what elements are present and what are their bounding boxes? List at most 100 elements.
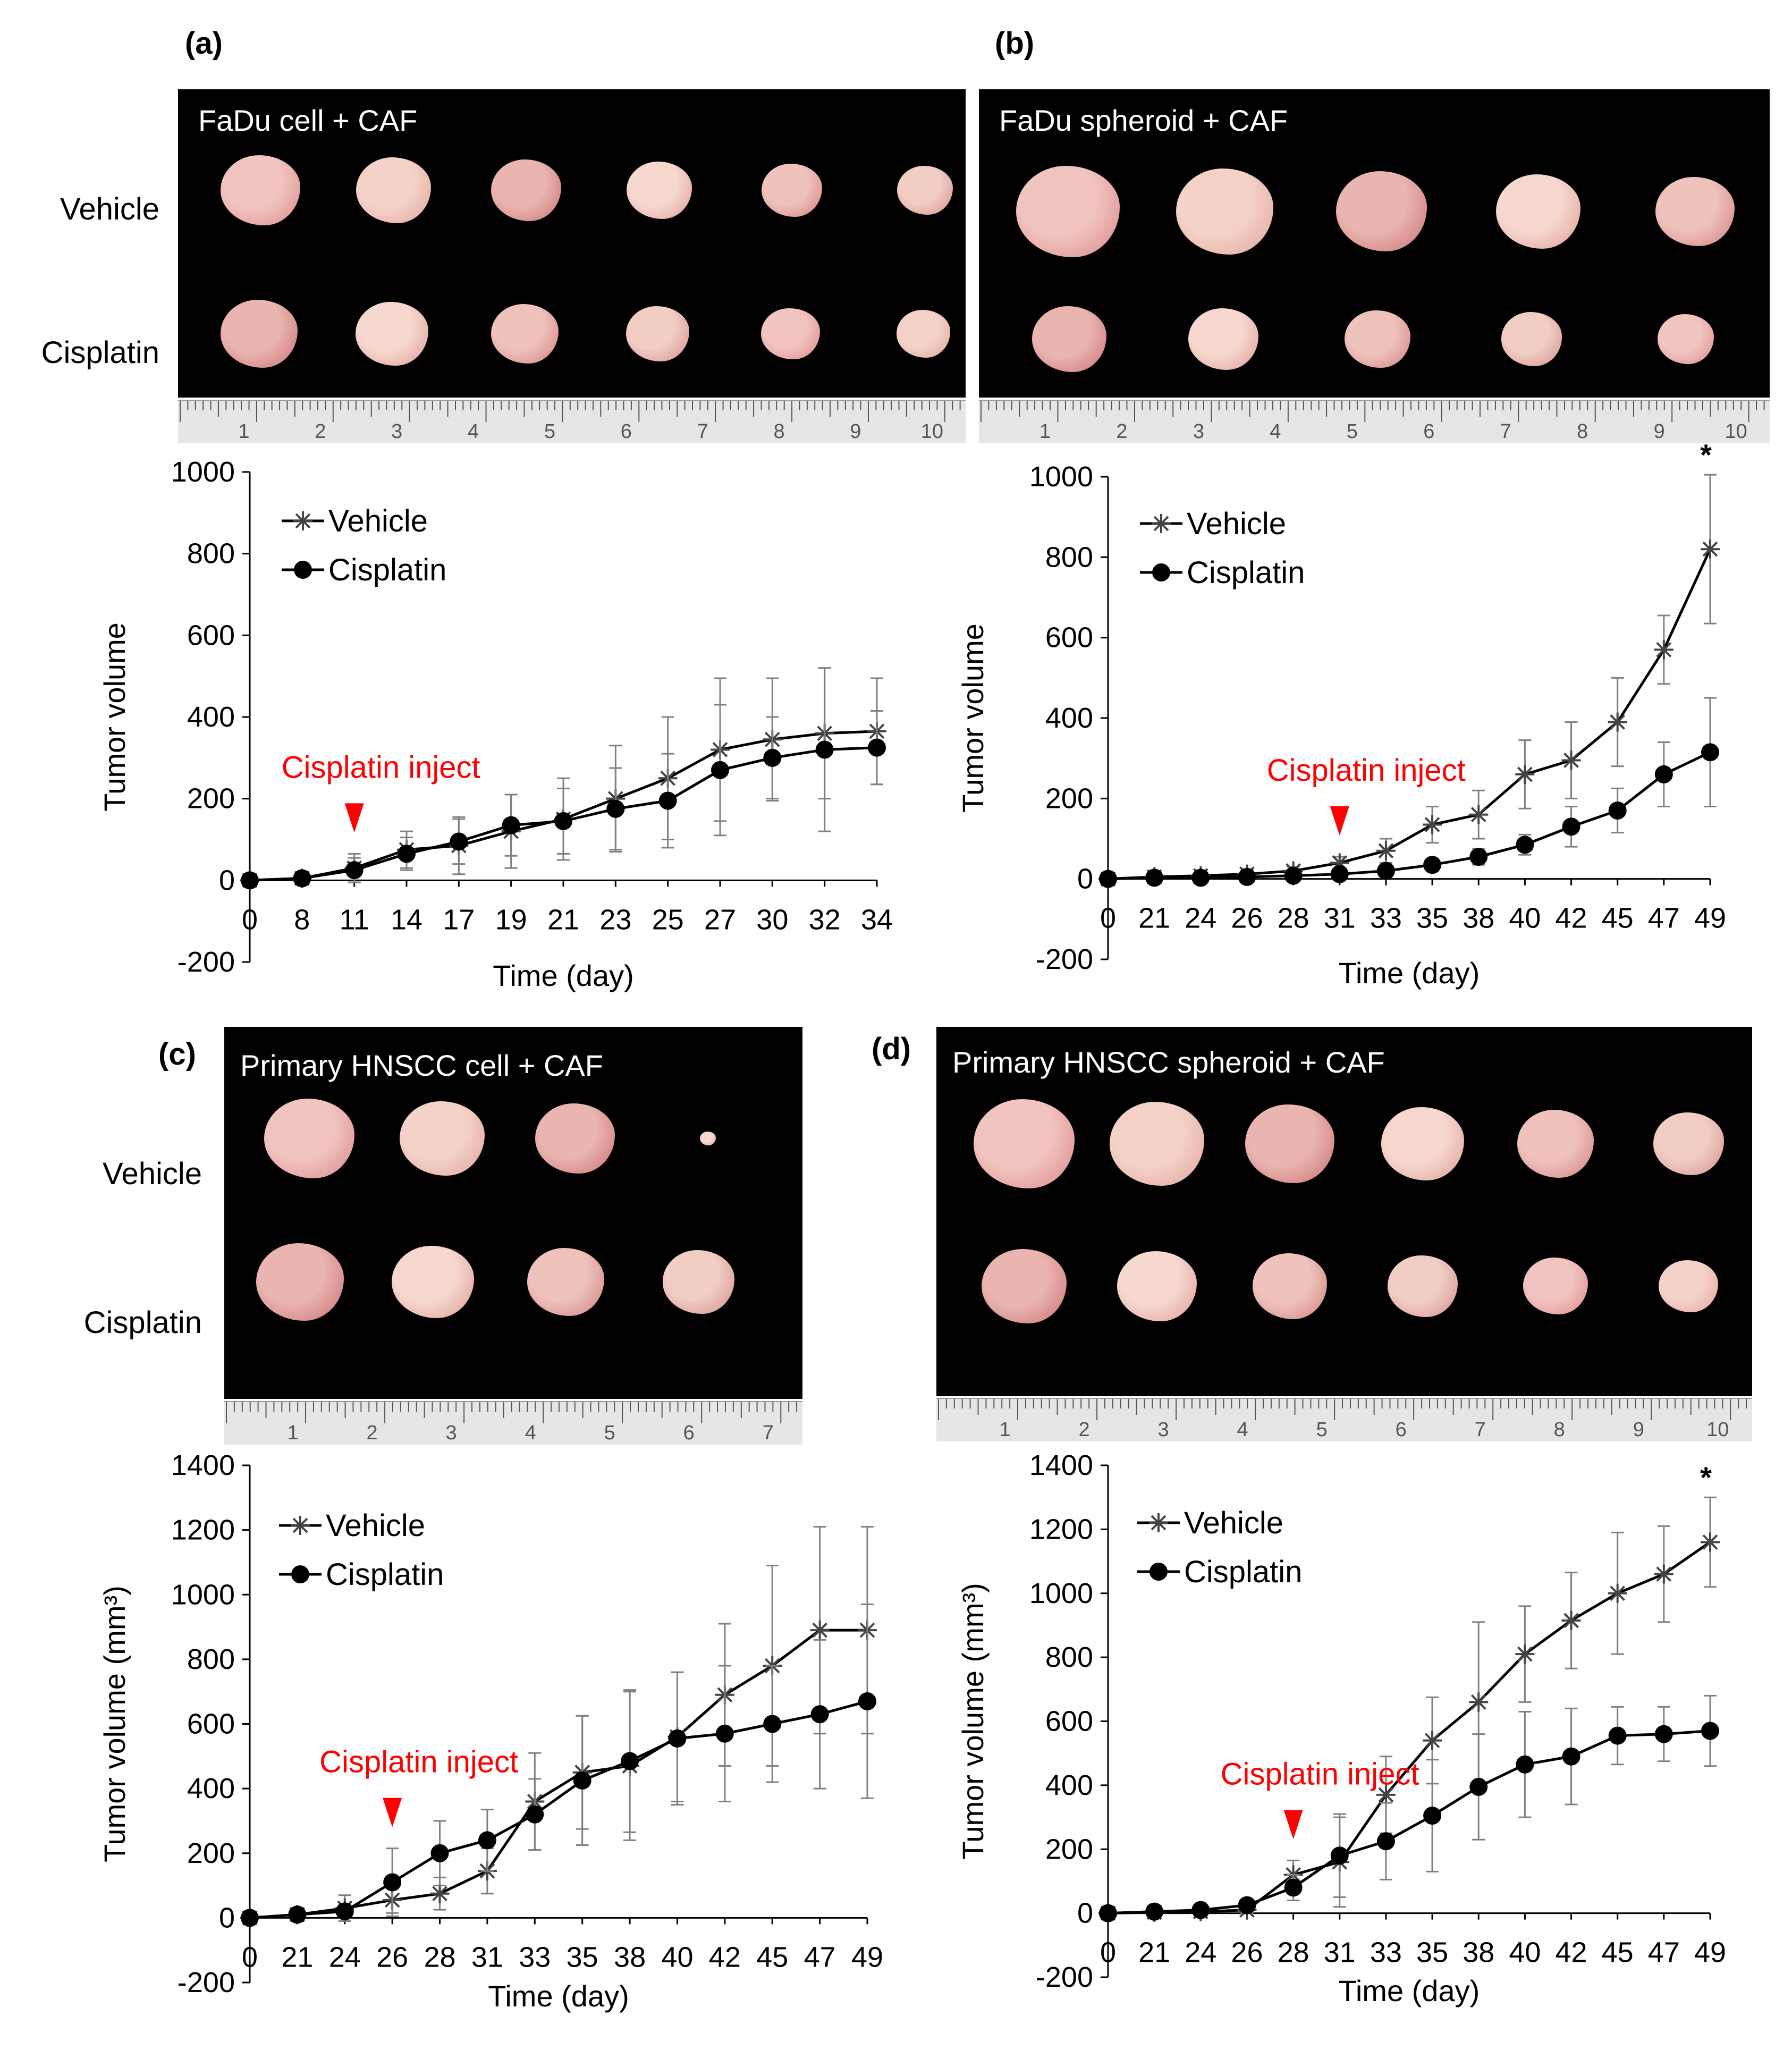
inject-label: Cisplatin inject — [1221, 1757, 1419, 1791]
point-vehicle — [1423, 1731, 1442, 1750]
point-cisplatin — [1423, 856, 1442, 874]
point-cisplatin — [658, 791, 677, 810]
inject-arrow — [1283, 1810, 1303, 1840]
x-tick-label: 26 — [1231, 1937, 1263, 1969]
point-cisplatin — [810, 1705, 829, 1724]
point-cisplatin — [383, 1873, 402, 1892]
inject-label: Cisplatin inject — [1267, 753, 1466, 788]
x-tick-label: 35 — [1416, 1937, 1448, 1969]
x-tick-label: 30 — [756, 904, 788, 935]
point-cisplatin — [345, 861, 364, 880]
legend-marker-circle — [1152, 563, 1170, 581]
photo-title-d: Primary HNSCC spheroid + CAF — [952, 1045, 1385, 1079]
point-cisplatin — [1145, 868, 1164, 887]
x-tick-label: 40 — [1509, 902, 1541, 934]
ruler-number: 10 — [1725, 420, 1747, 443]
y-tick-label: 800 — [1045, 1641, 1093, 1673]
ruler-number: 3 — [1193, 420, 1204, 443]
ruler-ticks: 1 2 3 4 5 6 7 — [226, 1402, 798, 1444]
tumor-sample — [662, 1250, 735, 1314]
y-tick-label: -200 — [1036, 943, 1093, 975]
point-vehicle — [1608, 712, 1627, 732]
y-tick-label: 1200 — [1029, 1513, 1093, 1545]
point-cisplatin — [763, 748, 782, 767]
ruler-number: 1 — [1039, 420, 1051, 443]
ruler-number: 6 — [621, 420, 632, 443]
panel-label-d: (d) — [872, 1032, 911, 1066]
point-vehicle — [1561, 1610, 1581, 1630]
tumor-sample — [761, 308, 820, 360]
y-tick-label: 1400 — [171, 1449, 235, 1481]
tumor-sample — [356, 157, 431, 224]
ruler-number: 10 — [921, 420, 943, 443]
y-tick-label: 800 — [1045, 541, 1093, 573]
ruler-d: 1 2 3 4 5 6 7 8 9 10 — [936, 1398, 1752, 1441]
y-tick-label: 400 — [187, 701, 235, 733]
ruler-number: 7 — [1475, 1419, 1486, 1441]
y-axis-title: Tumor volume (mm³) — [956, 1583, 990, 1860]
point-cisplatin — [502, 816, 520, 834]
ruler-number: 4 — [1237, 1419, 1248, 1441]
legend-label: Cisplatin — [326, 1557, 444, 1592]
ruler-number: 6 — [1396, 1419, 1407, 1441]
point-cisplatin — [1423, 1807, 1442, 1825]
tumor-sample — [1501, 312, 1562, 366]
x-tick-label: 25 — [652, 904, 684, 935]
x-tick-label: 8 — [294, 904, 310, 935]
ruler-number: 2 — [1116, 420, 1127, 443]
point-vehicle — [1376, 1785, 1396, 1804]
x-tick-label: 21 — [1138, 902, 1170, 934]
legend-label: Vehicle — [326, 1508, 425, 1543]
point-cisplatin — [1516, 836, 1534, 854]
tumor-sample — [1657, 314, 1714, 364]
point-cisplatin — [868, 738, 886, 757]
x-tick-label: 0 — [1100, 1937, 1116, 1969]
inject-arrow — [344, 803, 364, 833]
point-cisplatin — [1516, 1755, 1534, 1774]
x-tick-label: 11 — [340, 904, 369, 935]
ruler-number: 1 — [238, 420, 249, 443]
y-tick-label: 0 — [219, 864, 235, 896]
x-tick-label: 31 — [1324, 902, 1356, 934]
point-cisplatin — [335, 1902, 354, 1921]
legend-label: Cisplatin — [328, 553, 446, 587]
point-cisplatin — [1099, 870, 1117, 888]
ruler-number: 1 — [999, 1419, 1010, 1441]
inject-arrow — [383, 1798, 402, 1827]
tumor-sample — [700, 1131, 716, 1146]
x-tick-label: 14 — [391, 904, 422, 935]
point-cisplatin — [1654, 765, 1673, 783]
point-vehicle — [1515, 1644, 1535, 1664]
point-cisplatin — [815, 740, 834, 759]
ruler-number: 2 — [315, 420, 326, 443]
y-axis-title: Tumor volume — [956, 623, 990, 813]
y-axis-title: Tumor volume — [98, 622, 131, 812]
legend-label: Cisplatin — [1184, 1555, 1302, 1589]
x-tick-label: 27 — [704, 904, 736, 935]
x-tick-label: 28 — [424, 1941, 455, 1973]
x-tick-label: 26 — [1231, 902, 1263, 934]
x-tick-label: 42 — [709, 1941, 741, 1973]
y-tick-label: 0 — [1077, 1897, 1093, 1929]
x-tick-label: 23 — [599, 904, 631, 935]
y-tick-label: 200 — [187, 783, 235, 815]
point-vehicle — [1423, 815, 1442, 834]
x-tick-label: 35 — [567, 1941, 598, 1973]
point-cisplatin — [1284, 1878, 1303, 1897]
y-tick-label: 1000 — [171, 1579, 235, 1610]
point-cisplatin — [1701, 743, 1719, 762]
tumor-sample — [400, 1101, 485, 1176]
point-cisplatin — [526, 1805, 544, 1824]
point-cisplatin — [1469, 1777, 1488, 1796]
y-tick-label: 400 — [1045, 702, 1093, 734]
point-cisplatin — [398, 845, 416, 863]
photo-title-a: FaDu cell + CAF — [198, 104, 418, 137]
y-tick-label: 1200 — [171, 1514, 235, 1546]
tumor-photo-c: Primary HNSCC cell + CAF — [224, 1027, 802, 1399]
point-cisplatin — [1191, 1901, 1210, 1919]
x-tick-label: 24 — [1185, 1937, 1216, 1969]
ruler-number: 3 — [391, 420, 402, 443]
tumor-sample — [1188, 308, 1258, 370]
x-tick-label: 31 — [471, 1941, 503, 1973]
